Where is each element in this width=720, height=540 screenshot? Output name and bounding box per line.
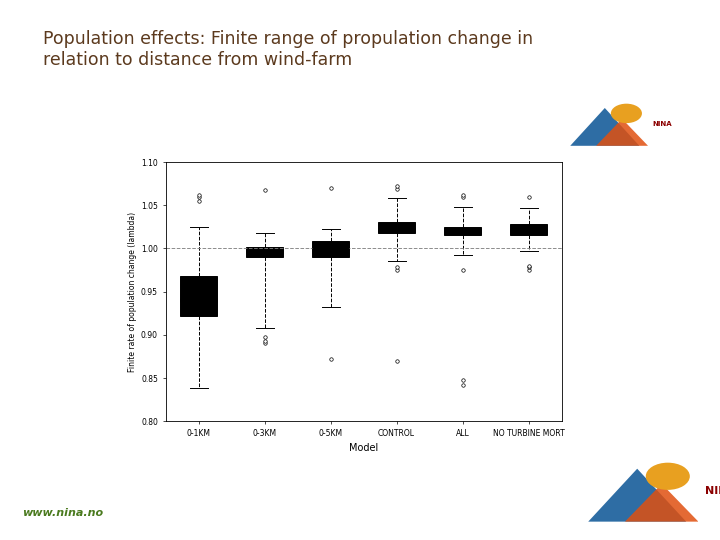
PathPatch shape — [312, 241, 348, 257]
PathPatch shape — [510, 224, 546, 235]
Circle shape — [646, 463, 690, 490]
PathPatch shape — [379, 222, 415, 233]
PathPatch shape — [444, 227, 481, 235]
Y-axis label: Finite rate of population change (lambda): Finite rate of population change (lambda… — [127, 212, 137, 372]
Text: www.nina.no: www.nina.no — [22, 508, 103, 518]
Polygon shape — [570, 108, 639, 146]
Text: Population effects: Finite range of propulation change in
relation to distance f: Population effects: Finite range of prop… — [43, 30, 534, 69]
Text: NINA: NINA — [652, 121, 672, 127]
Polygon shape — [596, 119, 648, 146]
Polygon shape — [588, 469, 686, 522]
PathPatch shape — [181, 276, 217, 316]
Circle shape — [611, 104, 642, 123]
Text: NINA: NINA — [705, 487, 720, 496]
X-axis label: Model: Model — [349, 443, 378, 454]
Polygon shape — [625, 484, 698, 522]
PathPatch shape — [246, 247, 283, 257]
